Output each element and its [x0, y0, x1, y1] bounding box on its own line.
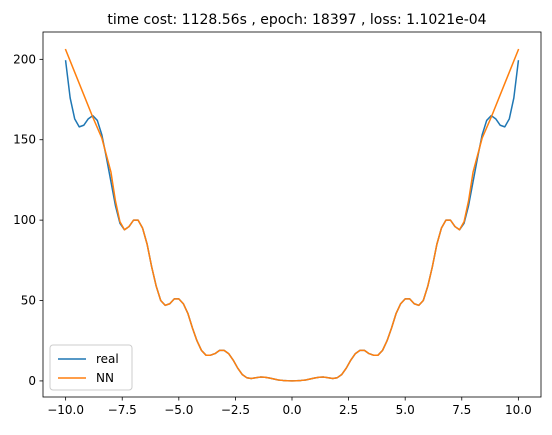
x-tick-label: −10.0 — [47, 403, 84, 417]
x-tick-label: 7.5 — [452, 403, 471, 417]
y-tick-label: 0 — [28, 374, 36, 388]
legend-label-real: real — [96, 352, 119, 366]
y-tick-label: 200 — [13, 52, 36, 66]
y-tick-label: 100 — [13, 213, 36, 227]
x-tick-label: −2.5 — [221, 403, 250, 417]
y-axis: 0 50 100 150 200 — [13, 52, 43, 388]
x-tick-label: 10.0 — [505, 403, 532, 417]
x-tick-label: 2.5 — [339, 403, 358, 417]
chart-title: time cost: 1128.56s , epoch: 18397 , los… — [107, 12, 486, 28]
legend-label-nn: NN — [96, 371, 114, 385]
x-axis: −10.0 −7.5 −5.0 −2.5 0.0 2.5 5.0 7.5 10.0 — [47, 397, 532, 417]
series-line-nn — [64, 48, 520, 382]
legend-box — [49, 344, 133, 391]
x-tick-label: −7.5 — [108, 403, 137, 417]
y-tick-label: 150 — [13, 133, 36, 147]
x-tick-label: 0.0 — [282, 403, 301, 417]
y-tick-label: 50 — [21, 294, 36, 308]
x-tick-label: −5.0 — [164, 403, 193, 417]
legend: real NN — [49, 344, 133, 391]
x-tick-label: 5.0 — [396, 403, 415, 417]
